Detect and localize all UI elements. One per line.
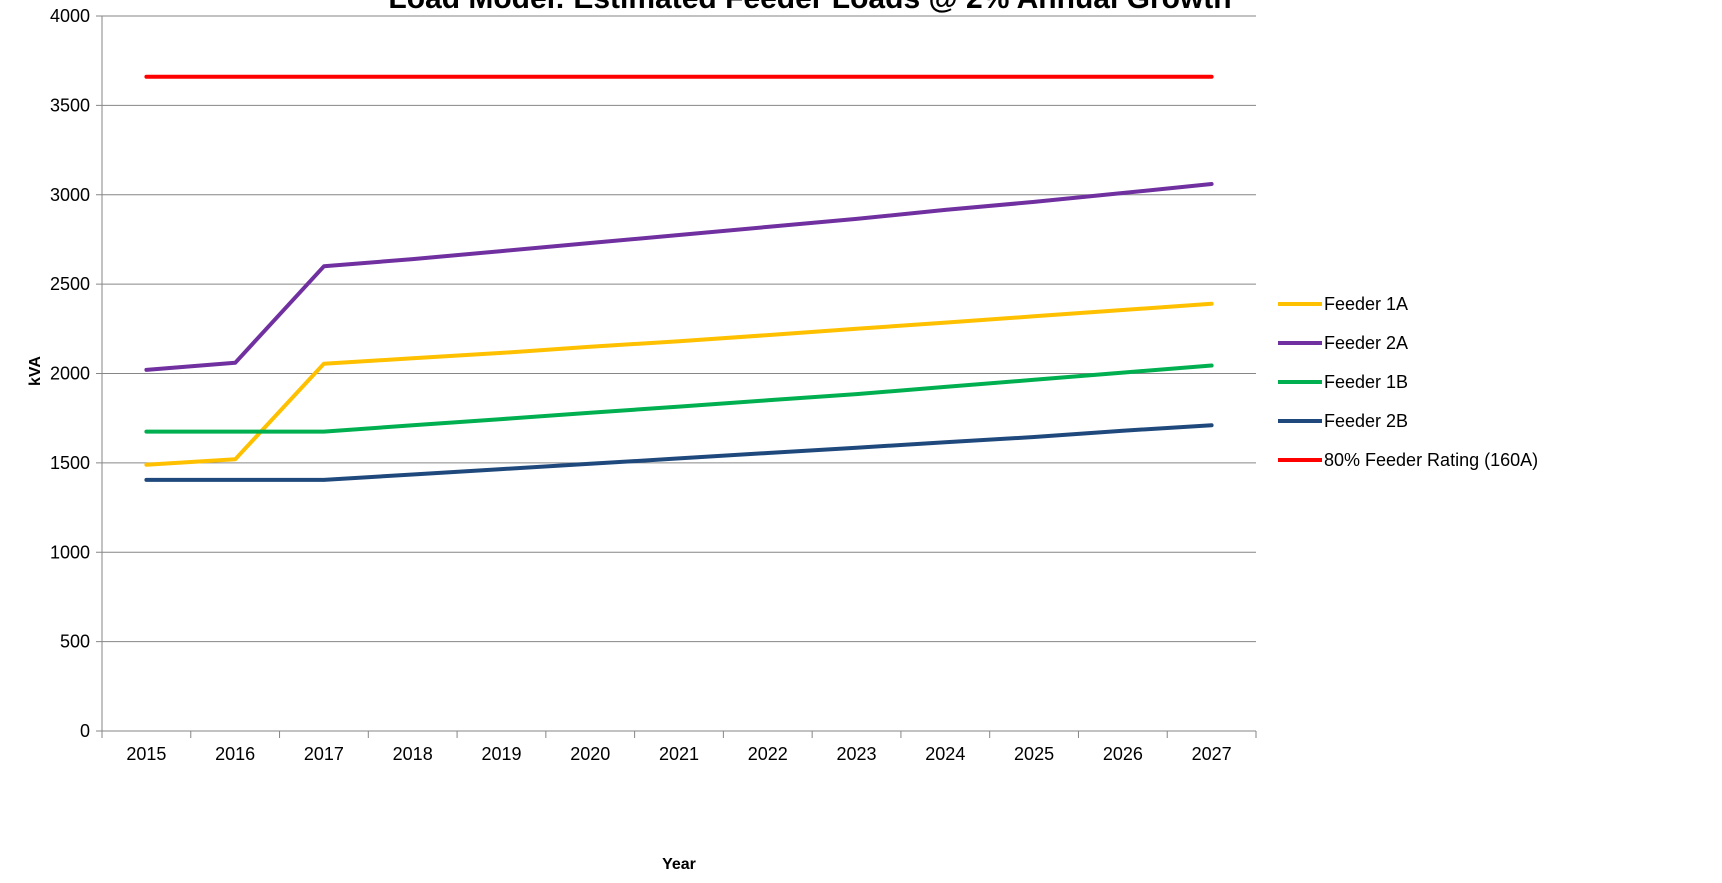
x-tick-label: 2021 [659, 744, 699, 764]
chart-title: Load Model: Estimated Feeder Loads @ 2% … [388, 0, 1231, 15]
x-tick-label: 2017 [304, 744, 344, 764]
y-tick-label: 1000 [50, 542, 90, 562]
x-tick-label: 2027 [1192, 744, 1232, 764]
series-line-3 [144, 423, 1214, 482]
y-tick-label: 1500 [50, 453, 90, 473]
legend-label: Feeder 1B [1324, 372, 1408, 392]
y-tick-label: 500 [60, 632, 90, 652]
y-tick-labels: 0 500 1000 1500 2000 2500 3000 3500 4000 [50, 6, 90, 741]
x-tick-label: 2020 [570, 744, 610, 764]
series-lines [144, 74, 1214, 482]
legend-label: Feeder 1A [1324, 294, 1408, 314]
x-tick-label: 2026 [1103, 744, 1143, 764]
x-tick-label: 2024 [925, 744, 965, 764]
legend: Feeder 1A Feeder 2A Feeder 1B Feeder 2B 80% … [1278, 294, 1538, 470]
legend-label: Feeder 2A [1324, 333, 1408, 353]
series-line-1 [144, 182, 1214, 372]
gridlines [96, 15, 1256, 732]
x-tick-label: 2023 [837, 744, 877, 764]
y-tick-label: 3000 [50, 185, 90, 205]
x-tick-labels: 2015 2016 2017 2018 2019 2020 2021 2022 2023 2024… [126, 744, 1231, 764]
y-tick-label: 4000 [50, 6, 90, 26]
series-line-0 [144, 301, 1214, 467]
y-tick-label: 3500 [50, 95, 90, 115]
x-tick-label: 2016 [215, 744, 255, 764]
x-tick-label: 2015 [126, 744, 166, 764]
x-tick-label: 2018 [393, 744, 433, 764]
y-axis-title: kVA [27, 356, 44, 386]
x-tick-label: 2019 [481, 744, 521, 764]
legend-label: 80% Feeder Rating (160A) [1324, 450, 1538, 470]
x-tick-label: 2025 [1014, 744, 1054, 764]
x-tick-label: 2022 [748, 744, 788, 764]
x-axis [101, 16, 1257, 738]
legend-label: Feeder 2B [1324, 411, 1408, 431]
x-axis-title: Year [662, 856, 696, 873]
y-tick-label: 2500 [50, 274, 90, 294]
series-line-2 [144, 363, 1214, 434]
y-tick-label: 2000 [50, 364, 90, 384]
y-tick-label: 0 [80, 721, 90, 741]
